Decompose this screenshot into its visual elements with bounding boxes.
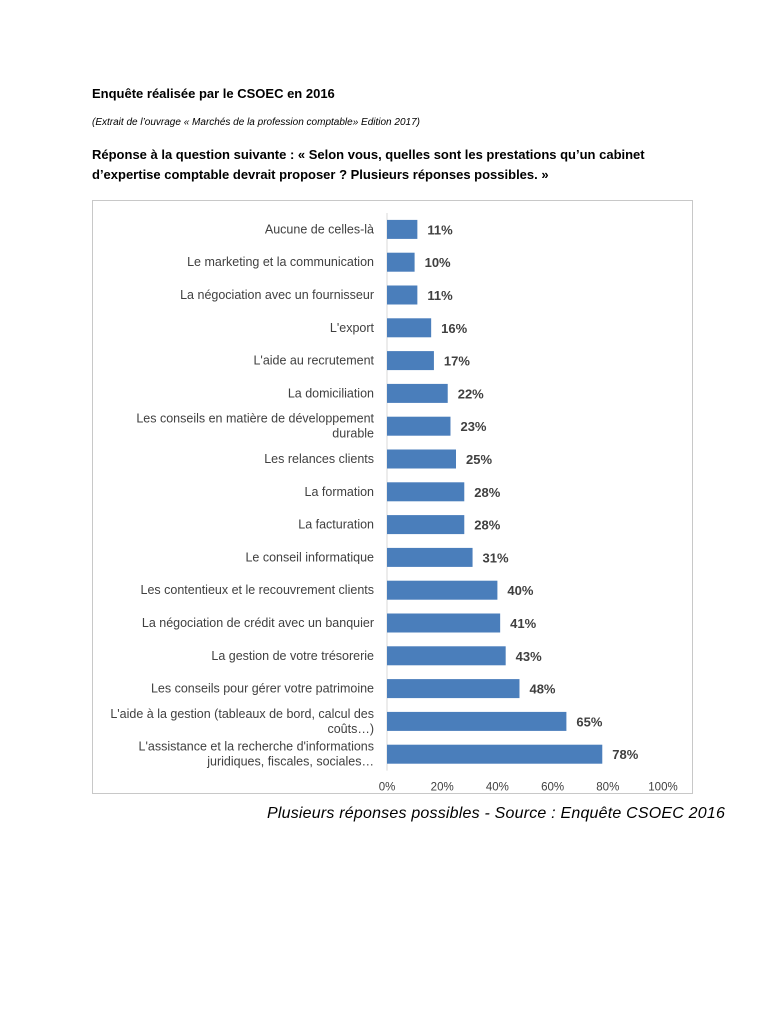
bar bbox=[387, 416, 451, 436]
data-label: 65% bbox=[576, 714, 602, 729]
chart-frame: Aucune de celles-là 11% Le marketing et la… bbox=[92, 200, 693, 794]
data-label: 28% bbox=[474, 518, 500, 533]
bar-chart: Aucune de celles-là 11% Le marketing et la… bbox=[110, 213, 678, 793]
category-label: Les conseils pour gérer votre patrimoine bbox=[151, 682, 374, 696]
data-label: 78% bbox=[612, 747, 638, 762]
data-label: 40% bbox=[507, 583, 533, 598]
category-label: Les conseils en matière de développement bbox=[136, 412, 374, 426]
data-label: 10% bbox=[425, 255, 451, 270]
category-label: L'assistance et la recherche d'informati… bbox=[139, 740, 374, 754]
bar bbox=[387, 351, 434, 371]
data-label: 22% bbox=[458, 386, 484, 401]
bar bbox=[387, 613, 501, 633]
data-label: 28% bbox=[474, 485, 500, 500]
x-tick-label: 60% bbox=[541, 782, 564, 793]
category-label: La négociation de crédit avec un banquie… bbox=[142, 616, 374, 630]
category-label: La négociation avec un fournisseur bbox=[180, 288, 374, 302]
bar bbox=[387, 711, 567, 731]
bar bbox=[387, 383, 448, 403]
category-label: L'aide au recrutement bbox=[253, 354, 374, 368]
category-label: La domiciliation bbox=[288, 386, 374, 400]
bar bbox=[387, 679, 520, 699]
category-label: La formation bbox=[305, 485, 375, 499]
data-label: 48% bbox=[529, 682, 555, 697]
page-heading: Enquête réalisée par le CSOEC en 2016 bbox=[92, 86, 335, 101]
data-label: 17% bbox=[444, 354, 470, 369]
data-label: 43% bbox=[516, 649, 542, 664]
x-tick-label: 40% bbox=[486, 782, 509, 793]
category-label: Aucune de celles-là bbox=[265, 222, 374, 236]
extract-note: (Extrait de l’ouvrage « Marchés de la pr… bbox=[92, 117, 420, 128]
bar bbox=[387, 482, 465, 502]
x-tick-label: 100% bbox=[648, 782, 677, 793]
bar bbox=[387, 318, 432, 338]
category-label: coûts…) bbox=[327, 722, 374, 736]
bar bbox=[387, 547, 473, 567]
category-label: La gestion de votre trésorerie bbox=[211, 649, 374, 663]
category-label: L'export bbox=[330, 321, 375, 335]
bar bbox=[387, 449, 456, 469]
category-label: Le marketing et la communication bbox=[187, 255, 374, 269]
x-tick-label: 0% bbox=[379, 782, 396, 793]
data-label: 11% bbox=[427, 288, 453, 303]
category-label: Le conseil informatique bbox=[245, 550, 374, 564]
data-label: 11% bbox=[427, 222, 453, 237]
bar bbox=[387, 744, 603, 764]
source-caption: Plusieurs réponses possibles - Source : … bbox=[267, 805, 726, 822]
bar bbox=[387, 252, 415, 272]
bar bbox=[387, 646, 506, 666]
category-label: durable bbox=[332, 427, 374, 441]
x-tick-label: 20% bbox=[431, 782, 454, 793]
category-label: L'aide à la gestion (tableaux de bord, c… bbox=[110, 707, 374, 721]
data-label: 23% bbox=[460, 419, 486, 434]
bar bbox=[387, 515, 465, 535]
category-label: Les relances clients bbox=[264, 452, 374, 466]
bar bbox=[387, 285, 418, 305]
data-label: 16% bbox=[441, 321, 467, 336]
category-label: juridiques, fiscales, sociales… bbox=[206, 755, 374, 769]
bar bbox=[387, 580, 498, 600]
category-label: Les contentieux et le recouvrement clien… bbox=[141, 583, 374, 597]
bar bbox=[387, 219, 418, 239]
category-label: La facturation bbox=[298, 518, 374, 532]
data-label: 31% bbox=[483, 550, 509, 565]
data-label: 41% bbox=[510, 616, 536, 631]
data-label: 25% bbox=[466, 452, 492, 467]
x-tick-label: 80% bbox=[596, 782, 619, 793]
survey-question: Réponse à la question suivante : « Selon… bbox=[92, 147, 645, 182]
